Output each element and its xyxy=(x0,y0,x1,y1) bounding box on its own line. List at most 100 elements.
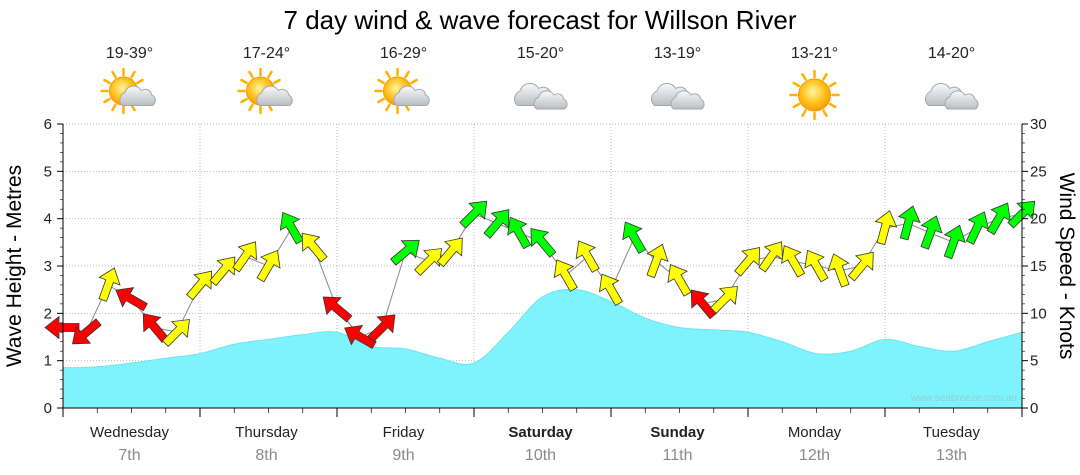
wind-arrow-shape xyxy=(734,246,760,277)
chart-title: 7 day wind & wave forecast for Willson R… xyxy=(284,5,797,35)
wind-arrow xyxy=(920,215,943,250)
wind-arrow-shape xyxy=(598,273,624,307)
wind-arrow-shape xyxy=(209,256,236,287)
sun-cloud-icon xyxy=(100,67,156,115)
cloud-shape xyxy=(393,85,430,106)
cloud-icon xyxy=(651,82,705,110)
day-date: 9th xyxy=(392,447,414,464)
day-name: Monday xyxy=(788,424,842,441)
weather-icons xyxy=(100,67,979,121)
sun-ray xyxy=(377,97,385,104)
day-name: Tuesday xyxy=(923,424,980,441)
cloud-shape xyxy=(670,90,705,110)
wind-arrow-shape xyxy=(1007,200,1036,229)
temperature-range: 13-21° xyxy=(791,45,838,62)
wind-arrow xyxy=(322,296,353,323)
wind-arrow-shape xyxy=(667,264,692,297)
temperature-range: 17-24° xyxy=(243,45,290,62)
wind-arrow-shape xyxy=(436,237,463,268)
sun-ray xyxy=(267,70,273,79)
left-tick-label: 4 xyxy=(44,211,52,228)
wind-arrow-shape xyxy=(827,253,850,288)
wind-arrow xyxy=(622,221,647,255)
wind-arrow-shape xyxy=(530,228,557,258)
wind-arrow xyxy=(367,314,396,343)
right-axis-label: Wind Speed - Knots xyxy=(1055,173,1078,360)
wind-arrow xyxy=(758,241,784,273)
wind-arrow xyxy=(943,224,966,260)
wind-arrows xyxy=(44,200,1036,350)
wind-arrow-shape xyxy=(279,211,304,245)
wind-arrow xyxy=(344,324,377,350)
wind-arrow-shape xyxy=(98,267,121,302)
watermark: www.seabreeze.com.au xyxy=(910,393,1017,404)
wind-arrow xyxy=(986,202,1011,236)
cloud-shape xyxy=(944,90,979,110)
sun-ray xyxy=(240,78,248,85)
wind-arrow-shape xyxy=(622,221,647,255)
wind-arrow xyxy=(553,259,578,292)
temperature-range: 19-39° xyxy=(106,45,153,62)
wind-arrow xyxy=(256,249,281,283)
sun-ray xyxy=(103,97,111,104)
sun-ray xyxy=(410,78,418,85)
right-tick-label: 10 xyxy=(1030,305,1047,322)
cloud-icon xyxy=(925,82,979,110)
sun-ray xyxy=(111,70,117,79)
day-date: 10th xyxy=(525,447,556,464)
wind-arrow xyxy=(162,319,190,347)
wind-arrow-shape xyxy=(367,314,396,343)
wind-arrow xyxy=(507,216,532,250)
wind-arrow-shape xyxy=(758,241,784,273)
wind-arrow xyxy=(598,273,624,307)
wind-arrow xyxy=(301,232,328,263)
wind-arrow-shape xyxy=(301,232,328,263)
sun-ray xyxy=(801,109,807,118)
sun-ray xyxy=(136,78,144,85)
wind-arrow xyxy=(186,270,212,301)
sun-ray xyxy=(111,103,117,112)
day-name: Thursday xyxy=(235,424,298,441)
wave-height-area xyxy=(62,288,1023,409)
wind-arrow xyxy=(575,240,600,273)
right-axis-ticks: 0 5 10 15 20 25 30 xyxy=(1022,116,1047,417)
wind-arrow-shape xyxy=(44,315,80,340)
sun-ray xyxy=(385,103,391,112)
wind-arrow-shape xyxy=(115,287,148,312)
sun-ray xyxy=(822,109,828,118)
wind-arrow-shape xyxy=(232,241,257,273)
wind-arrow xyxy=(804,249,829,283)
sun-ray xyxy=(828,102,837,109)
sun-cloud-icon xyxy=(237,67,293,115)
wind-arrow xyxy=(459,200,488,229)
sun-ray xyxy=(822,72,828,81)
cloud-icon xyxy=(514,82,568,110)
day-name: Wednesday xyxy=(90,424,169,441)
wind-arrow xyxy=(72,318,102,345)
sun-ray xyxy=(377,78,385,85)
right-tick-label: 25 xyxy=(1030,163,1047,180)
wind-arrow-shape xyxy=(507,216,532,250)
wind-arrow xyxy=(646,243,669,279)
wind-arrow xyxy=(279,211,304,245)
wind-arrow-shape xyxy=(186,270,212,301)
sun-ray xyxy=(248,70,254,79)
sun-ray xyxy=(130,70,136,79)
sun-ray xyxy=(404,70,410,79)
wind-arrow-shape xyxy=(646,243,669,279)
wind-arrow-shape xyxy=(690,289,717,320)
wind-arrow xyxy=(874,210,898,246)
wind-arrow-shape xyxy=(943,224,966,260)
day-name: Friday xyxy=(383,424,425,441)
wind-arrow xyxy=(897,205,921,241)
wind-arrow xyxy=(390,239,420,266)
wind-arrow xyxy=(847,251,874,282)
wind-arrow xyxy=(414,248,442,276)
left-axis-label: Wave Height - Metres xyxy=(3,165,26,367)
wind-arrow xyxy=(483,209,510,239)
sun-disc xyxy=(798,78,831,112)
temperature-range: 14-20° xyxy=(928,45,975,62)
wind-arrow-shape xyxy=(390,239,420,266)
left-tick-label: 5 xyxy=(44,163,52,180)
